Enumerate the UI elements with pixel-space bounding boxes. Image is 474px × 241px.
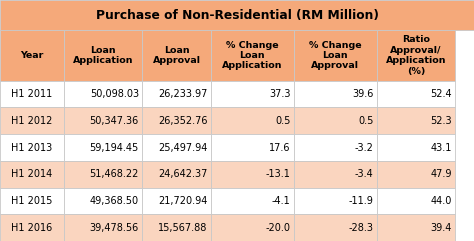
Text: 51,468.22: 51,468.22: [90, 169, 139, 179]
Bar: [294, 30, 377, 81]
Text: -13.1: -13.1: [266, 169, 291, 179]
Bar: [142, 134, 211, 161]
Text: 50,347.36: 50,347.36: [90, 116, 139, 126]
Text: -11.9: -11.9: [349, 196, 374, 206]
Bar: [0, 81, 64, 107]
Text: 44.0: 44.0: [430, 196, 452, 206]
Text: H1 2013: H1 2013: [11, 142, 53, 153]
Text: 15,567.88: 15,567.88: [158, 223, 208, 233]
Bar: [64, 30, 142, 81]
Text: 39,478.56: 39,478.56: [90, 223, 139, 233]
Bar: [0, 214, 64, 241]
Bar: [0, 134, 64, 161]
Bar: [211, 214, 294, 241]
Text: -28.3: -28.3: [348, 223, 374, 233]
Bar: [0, 107, 64, 134]
Text: 43.1: 43.1: [430, 142, 452, 153]
Bar: [0, 187, 64, 214]
Bar: [64, 161, 142, 187]
Text: H1 2012: H1 2012: [11, 116, 53, 126]
Bar: [294, 107, 377, 134]
Bar: [64, 134, 142, 161]
Text: 47.9: 47.9: [430, 169, 452, 179]
Bar: [211, 134, 294, 161]
Bar: [64, 81, 142, 107]
Bar: [377, 187, 455, 214]
Bar: [0, 161, 64, 187]
Bar: [377, 107, 455, 134]
Bar: [211, 81, 294, 107]
Text: 49,368.50: 49,368.50: [90, 196, 139, 206]
Text: 52.3: 52.3: [430, 116, 452, 126]
Text: % Change
Loan
Approval: % Change Loan Approval: [309, 40, 362, 70]
Text: H1 2014: H1 2014: [11, 169, 53, 179]
Text: -20.0: -20.0: [265, 223, 291, 233]
Text: 0.5: 0.5: [358, 116, 374, 126]
Bar: [377, 134, 455, 161]
Bar: [142, 214, 211, 241]
Bar: [0, 30, 64, 81]
Text: Loan
Application: Loan Application: [73, 46, 133, 65]
Bar: [377, 30, 455, 81]
Bar: [294, 187, 377, 214]
Bar: [142, 107, 211, 134]
Bar: [294, 161, 377, 187]
Text: 21,720.94: 21,720.94: [158, 196, 208, 206]
Text: -4.1: -4.1: [272, 196, 291, 206]
Bar: [211, 187, 294, 214]
Text: 24,642.37: 24,642.37: [158, 169, 208, 179]
Bar: [294, 134, 377, 161]
Text: 25,497.94: 25,497.94: [158, 142, 208, 153]
Text: 59,194.45: 59,194.45: [90, 142, 139, 153]
Bar: [142, 161, 211, 187]
Text: Year: Year: [20, 51, 44, 60]
Bar: [211, 107, 294, 134]
Text: H1 2016: H1 2016: [11, 223, 53, 233]
Bar: [377, 161, 455, 187]
Text: H1 2015: H1 2015: [11, 196, 53, 206]
Bar: [142, 187, 211, 214]
Bar: [377, 214, 455, 241]
Bar: [211, 30, 294, 81]
Text: 39.4: 39.4: [430, 223, 452, 233]
Text: 26,352.76: 26,352.76: [158, 116, 208, 126]
Bar: [0, 0, 474, 30]
Text: Ratio
Approval/
Application
(%): Ratio Approval/ Application (%): [386, 35, 446, 75]
Text: 37.3: 37.3: [269, 89, 291, 99]
Bar: [64, 187, 142, 214]
Text: Loan
Approval: Loan Approval: [153, 46, 201, 65]
Text: Purchase of Non-Residential (RM Million): Purchase of Non-Residential (RM Million): [96, 9, 378, 21]
Bar: [377, 81, 455, 107]
Text: 26,233.97: 26,233.97: [158, 89, 208, 99]
Text: 39.6: 39.6: [352, 89, 374, 99]
Text: % Change
Loan
Application: % Change Loan Application: [222, 40, 283, 70]
Bar: [142, 30, 211, 81]
Text: -3.2: -3.2: [355, 142, 374, 153]
Text: 50,098.03: 50,098.03: [90, 89, 139, 99]
Bar: [64, 107, 142, 134]
Bar: [294, 81, 377, 107]
Bar: [294, 214, 377, 241]
Text: 52.4: 52.4: [430, 89, 452, 99]
Text: 0.5: 0.5: [275, 116, 291, 126]
Text: -3.4: -3.4: [355, 169, 374, 179]
Bar: [211, 161, 294, 187]
Bar: [64, 214, 142, 241]
Text: 17.6: 17.6: [269, 142, 291, 153]
Bar: [142, 81, 211, 107]
Text: H1 2011: H1 2011: [11, 89, 53, 99]
